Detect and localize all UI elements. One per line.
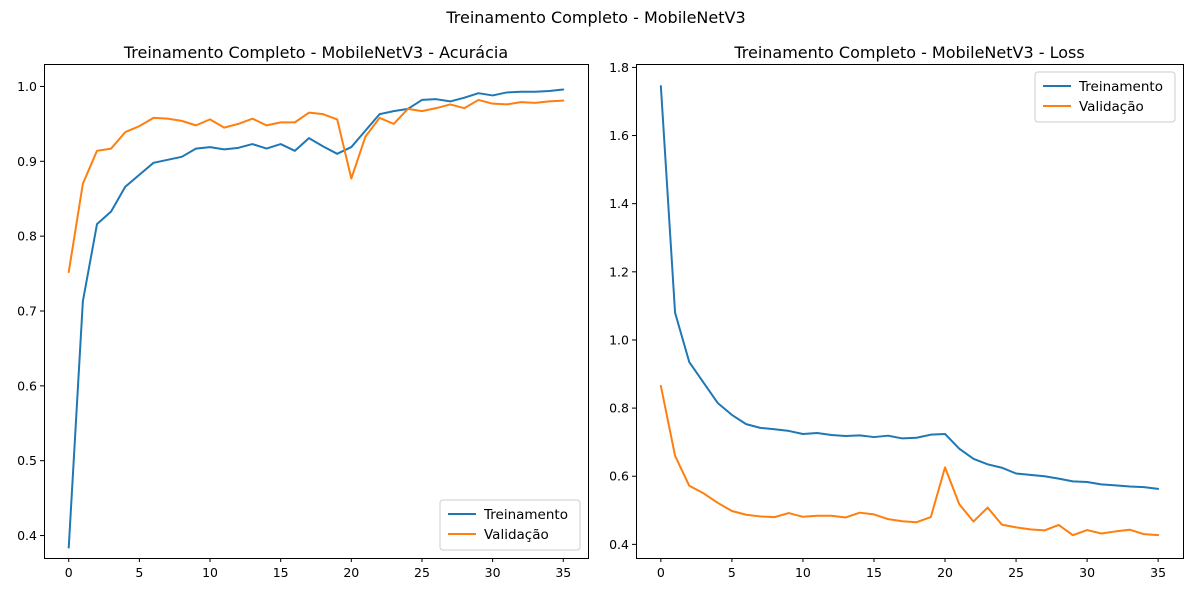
chart1-xtick-label: 15 xyxy=(273,565,289,580)
chart1-xtick-label: 25 xyxy=(414,565,430,580)
chart1-xtick-label: 5 xyxy=(135,565,143,580)
chart2-ytick-label: 0.4 xyxy=(609,537,629,552)
chart1-legend: Treinamento Validação xyxy=(439,499,581,551)
chart2-ytick-label: 1.4 xyxy=(609,196,629,211)
chart2-xtick-label: 0 xyxy=(657,565,665,580)
chart1-xtick-label: 35 xyxy=(555,565,571,580)
chart1-legend-label: Treinamento xyxy=(483,507,568,523)
chart1-xtick-label: 20 xyxy=(343,565,359,580)
figure-suptitle: Treinamento Completo - MobileNetV3 xyxy=(445,8,745,27)
chart2-ytick-label: 1.8 xyxy=(609,60,629,75)
chart1-ytick-label: 0.5 xyxy=(17,453,37,468)
chart2-xtick-label: 30 xyxy=(1079,565,1095,580)
chart2-legend-box xyxy=(1034,71,1176,123)
chart1-ytick-label: 0.6 xyxy=(17,378,37,393)
chart2-ytick-label: 0.6 xyxy=(609,469,629,484)
chart1-frame xyxy=(44,64,589,559)
chart2-legend-label: Validação xyxy=(1079,99,1144,115)
chart2-ytick-label: 0.8 xyxy=(609,401,629,416)
chart1-ytick-label: 0.9 xyxy=(17,154,37,169)
chart1-title: Treinamento Completo - MobileNetV3 - Acu… xyxy=(123,43,508,62)
chart1-xtick-label: 10 xyxy=(202,565,218,580)
chart1-ytick-label: 0.8 xyxy=(17,229,37,244)
chart1-axes: Treinamento Completo - MobileNetV3 - Acu… xyxy=(17,43,589,580)
chart2-series-treinamento-line xyxy=(659,85,1160,490)
chart2-xtick-label: 20 xyxy=(937,565,953,580)
chart2-series-validacao-line xyxy=(659,384,1160,537)
chart1-legend-box xyxy=(439,499,581,551)
chart2-xtick-label: 35 xyxy=(1150,565,1166,580)
chart1-ytick-label: 0.7 xyxy=(17,304,37,319)
chart2-xtick-label: 10 xyxy=(795,565,811,580)
chart2-title: Treinamento Completo - MobileNetV3 - Los… xyxy=(733,43,1084,62)
chart1-ytick-label: 0.4 xyxy=(17,528,37,543)
chart1-xtick-label: 30 xyxy=(485,565,501,580)
chart1-ytick-label: 1.0 xyxy=(17,79,37,94)
chart1-legend-label: Validação xyxy=(484,527,549,543)
chart2-legend: Treinamento Validação xyxy=(1034,71,1176,123)
chart2-xtick-label: 15 xyxy=(866,565,882,580)
chart2-xtick-label: 5 xyxy=(728,565,736,580)
charts-container: Treinamento Completo - MobileNetV3 - Acu… xyxy=(17,43,1184,580)
chart1-series-validacao-line xyxy=(67,98,565,274)
chart2-ytick-label: 1.6 xyxy=(609,128,629,143)
chart2-axes: Treinamento Completo - MobileNetV3 - Los… xyxy=(609,43,1184,580)
chart1-xtick-label: 0 xyxy=(65,565,73,580)
chart2-ytick-label: 1.2 xyxy=(609,264,629,279)
chart2-legend-label: Treinamento xyxy=(1078,79,1163,95)
chart1-series-treinamento-line xyxy=(67,88,565,549)
chart2-frame xyxy=(636,64,1184,559)
chart2-xtick-label: 25 xyxy=(1008,565,1024,580)
chart2-ytick-label: 1.0 xyxy=(609,332,629,347)
